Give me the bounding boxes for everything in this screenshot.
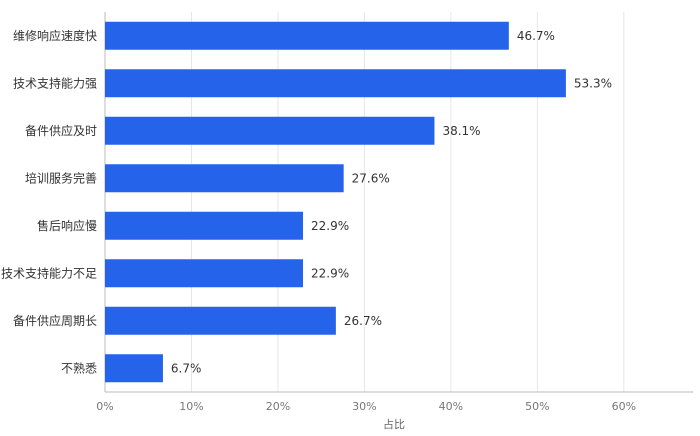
category-label: 备件供应周期长 bbox=[13, 313, 97, 328]
x-tick-label: 20% bbox=[266, 400, 290, 413]
value-label: 6.7% bbox=[171, 361, 202, 375]
category-label: 售后响应慢 bbox=[37, 218, 97, 233]
value-label: 22.9% bbox=[311, 219, 349, 233]
bar bbox=[105, 21, 509, 50]
bar bbox=[105, 306, 336, 335]
category-label: 培训服务完善 bbox=[25, 170, 97, 185]
value-labels: 46.7% 53.3% 38.1% 27.6% 22.9% 22.9% 26.7% 6.7% bbox=[171, 29, 612, 376]
bar bbox=[105, 259, 304, 288]
category-label: 不熟悉 bbox=[61, 360, 97, 375]
value-label: 27.6% bbox=[352, 171, 390, 185]
category-label: 技术支持能力强 bbox=[13, 75, 97, 90]
bar bbox=[105, 354, 163, 383]
value-label: 46.7% bbox=[517, 29, 555, 43]
x-tick-label: 10% bbox=[179, 400, 203, 413]
category-label: 维修响应速度快 bbox=[13, 28, 97, 43]
category-labels: 维修响应速度快技术支持能力强备件供应及时培训服务完善售后响应慢技术支持能力不足备… bbox=[1, 28, 97, 376]
value-label: 53.3% bbox=[574, 76, 612, 90]
value-label: 22.9% bbox=[311, 266, 349, 280]
bars bbox=[105, 21, 566, 383]
gridlines bbox=[104, 12, 693, 393]
x-tick-label: 30% bbox=[352, 400, 376, 413]
x-axis-title: 占比 bbox=[383, 417, 405, 431]
x-tick-label: 50% bbox=[525, 400, 549, 413]
category-label: 技术支持能力不足 bbox=[1, 265, 97, 280]
x-tick-label: 0% bbox=[96, 400, 113, 413]
x-tick-label: 60% bbox=[612, 400, 636, 413]
value-label: 38.1% bbox=[442, 124, 480, 138]
category-label: 备件供应及时 bbox=[25, 123, 97, 138]
bar bbox=[105, 69, 566, 98]
bar bbox=[105, 164, 344, 193]
value-label: 26.7% bbox=[344, 314, 382, 328]
x-axis-ticks: 0% 10% 20% 30% 40% 50% 60% bbox=[96, 400, 636, 413]
bar bbox=[105, 211, 304, 240]
x-tick-label: 40% bbox=[439, 400, 463, 413]
bar bbox=[105, 116, 435, 145]
